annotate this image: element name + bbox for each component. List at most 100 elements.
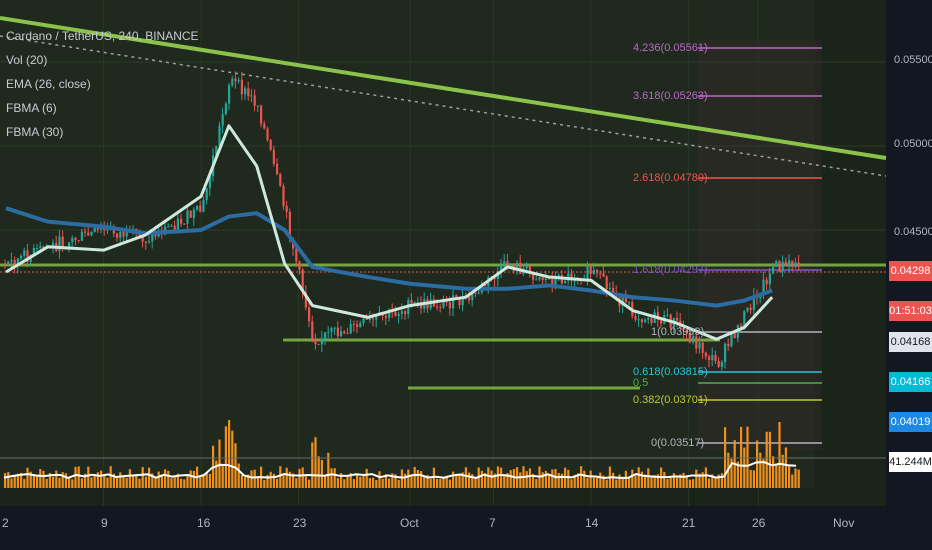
- candle-body: [647, 318, 650, 320]
- volume-bar: [442, 477, 445, 488]
- volume-bar: [346, 476, 349, 488]
- volume-bar: [180, 478, 183, 488]
- volume-bar: [132, 475, 135, 488]
- y-tick-label: 0.04500: [894, 226, 932, 238]
- volume-bar: [154, 476, 157, 488]
- candle-body: [548, 278, 551, 280]
- candle-body: [372, 318, 375, 320]
- candle-body: [727, 343, 730, 347]
- volume-bar: [237, 463, 240, 488]
- volume-bar: [340, 473, 343, 488]
- volume-bar: [532, 473, 535, 488]
- volume-bar: [765, 431, 768, 488]
- x-tick-label: 21: [682, 516, 696, 530]
- candle-body: [87, 232, 90, 236]
- volume-bar: [752, 470, 755, 488]
- candle-body: [282, 186, 285, 206]
- candle-body: [455, 295, 458, 297]
- volume-bar: [503, 474, 506, 488]
- candle-body: [768, 273, 771, 285]
- volume-bar: [20, 472, 23, 488]
- fbma-value-tag: 0.04168: [889, 332, 932, 352]
- volume-bar: [560, 473, 563, 488]
- volume-bar: [512, 468, 515, 488]
- x-tick-label: 2: [2, 516, 9, 530]
- volume-bar: [343, 479, 346, 488]
- volume-bar: [202, 473, 205, 488]
- candle-body: [650, 318, 653, 323]
- volume-bar: [356, 475, 359, 488]
- fib-level-label: 0.618(0.03815): [633, 366, 708, 378]
- time-axis-background: [0, 506, 932, 550]
- volume-bar: [756, 440, 759, 488]
- candle-body: [698, 342, 701, 349]
- volume-bar: [368, 478, 371, 488]
- candle-body: [301, 269, 304, 293]
- volume-bar: [474, 478, 477, 488]
- volume-bar: [596, 477, 599, 488]
- candle-body: [36, 247, 39, 249]
- volume-bar: [228, 420, 231, 488]
- candle-body: [74, 237, 77, 241]
- volume-bar: [378, 471, 381, 488]
- volume-bar: [455, 473, 458, 488]
- fbma6-indicator-label[interactable]: FBMA (6): [6, 101, 57, 115]
- candle-body: [231, 78, 234, 86]
- volume-bar: [84, 473, 87, 488]
- ema-indicator-label[interactable]: EMA (26, close): [6, 77, 91, 91]
- volume-bar: [640, 471, 643, 488]
- volume-bar: [445, 475, 448, 488]
- candle-body: [314, 339, 317, 344]
- volume-bar: [333, 468, 336, 488]
- candle-body: [500, 264, 503, 273]
- volume-bar: [416, 469, 419, 488]
- candle-body: [336, 327, 339, 337]
- candle-body: [404, 311, 407, 315]
- candle-body: [720, 361, 723, 367]
- volume-bar: [372, 477, 375, 488]
- volume-bar: [439, 479, 442, 488]
- candle-body: [535, 279, 538, 281]
- candle-body: [384, 315, 387, 318]
- volume-bar: [688, 479, 691, 488]
- volume-bar: [493, 473, 496, 488]
- volume-bar: [64, 473, 67, 488]
- candle-body: [84, 231, 87, 233]
- fbma30-indicator-label[interactable]: FBMA (30): [6, 125, 64, 139]
- volume-bar: [189, 470, 192, 488]
- volume-bar: [666, 478, 669, 488]
- volume-bar: [404, 473, 407, 488]
- candle-body: [266, 128, 269, 140]
- volume-bar: [208, 473, 211, 488]
- candle-body: [634, 315, 637, 320]
- volume-bar: [423, 476, 426, 488]
- candle-body: [61, 236, 64, 248]
- fib-level-label: 0(0.03517): [651, 437, 705, 449]
- candle-body: [599, 273, 602, 275]
- candle-body: [685, 329, 688, 333]
- volume-bar: [26, 467, 29, 488]
- x-tick-label: 23: [293, 516, 307, 530]
- volume-bar: [375, 479, 378, 488]
- candle-body: [228, 85, 231, 104]
- volume-bar: [29, 471, 32, 488]
- candle-body: [439, 307, 442, 309]
- candle-body: [151, 232, 154, 242]
- symbol-title[interactable]: Cardano / TetherUS, 240, BINANCE: [6, 29, 199, 43]
- candle-body: [589, 266, 592, 275]
- volume-bar: [567, 469, 570, 488]
- candle-body: [461, 298, 464, 306]
- candle-body: [628, 302, 631, 304]
- volume-bar: [330, 468, 333, 488]
- candle-body: [343, 331, 346, 334]
- volume-bar: [663, 472, 666, 488]
- volume-bar: [288, 471, 291, 488]
- candle-body: [602, 273, 605, 277]
- volume-bar: [775, 465, 778, 488]
- volume-bar: [160, 474, 163, 488]
- candle-body: [781, 261, 784, 272]
- candle-body: [52, 242, 55, 249]
- volume-indicator-label[interactable]: Vol (20): [6, 53, 48, 67]
- volume-bar: [112, 473, 115, 488]
